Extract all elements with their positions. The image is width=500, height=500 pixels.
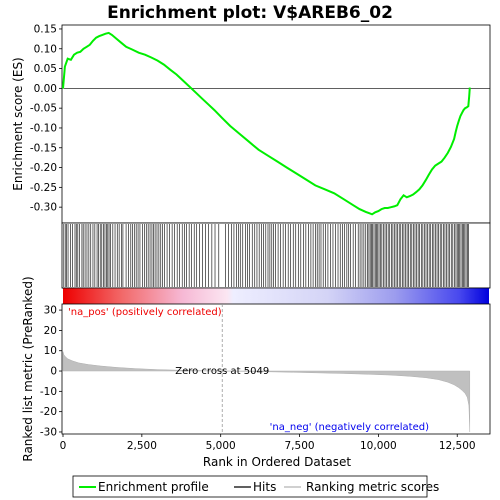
metric-y-ticks: 30 20 10 0 -10 -20 -30 bbox=[40, 305, 62, 438]
es-y-axis-label: Enrichment score (ES) bbox=[11, 57, 25, 190]
es-y-ticks: 0.15 0.10 0.05 0.00 -0.05 -0.10 -0.15 -0.20 -0.2… bbox=[30, 23, 62, 214]
hit-lines bbox=[63, 224, 469, 287]
chart-title: Enrichment plot: V$AREB6_02 bbox=[107, 3, 393, 23]
metric-y-tick-label: 20 bbox=[44, 325, 57, 337]
es-y-tick-label: -0.10 bbox=[30, 122, 57, 134]
metric-y-tick-label: -10 bbox=[40, 386, 57, 398]
es-y-tick-label: -0.05 bbox=[30, 103, 57, 115]
es-panel-frame bbox=[61, 24, 491, 224]
metric-y-tick-label: 10 bbox=[44, 345, 57, 357]
x-tick-label: 10,000 bbox=[360, 440, 397, 452]
es-y-tick-label: 0.05 bbox=[34, 63, 57, 75]
legend-enrichment-label: Enrichment profile bbox=[98, 480, 209, 494]
x-tick-label: 2,500 bbox=[127, 440, 157, 452]
metric-y-tick-label: -20 bbox=[40, 406, 57, 418]
hits-panel bbox=[61, 222, 491, 289]
metric-y-axis-label: Ranked list metric (PreRanked) bbox=[21, 276, 35, 461]
enrichment-profile-line bbox=[62, 31, 471, 216]
es-y-tick-label: 0.10 bbox=[34, 43, 57, 55]
es-y-tick-label: -0.15 bbox=[30, 142, 57, 154]
x-tick-label: 5,000 bbox=[206, 440, 236, 452]
x-tick-label: 0 bbox=[60, 440, 67, 452]
zero-cross-label: Zero cross at 5049 bbox=[175, 366, 269, 377]
es-y-tick-label: 0.15 bbox=[34, 23, 57, 35]
x-axis-label: Rank in Ordered Dataset bbox=[203, 455, 351, 469]
es-y-tick-label: 0.00 bbox=[34, 83, 57, 95]
x-axis-ticks: 0 2,500 5,000 7,500 10,000 12,500 bbox=[60, 434, 476, 452]
es-y-tick-label: -0.25 bbox=[30, 182, 57, 194]
metric-y-tick-label: 0 bbox=[50, 366, 57, 378]
metric-panel: 30 20 10 0 -10 -20 -30 'na_pos' (positively co… bbox=[21, 276, 491, 462]
positive-correlation-label: 'na_pos' (positively correlated) bbox=[68, 307, 222, 318]
es-y-tick-label: -0.20 bbox=[30, 162, 57, 174]
x-tick-label: 12,500 bbox=[439, 440, 476, 452]
ranking-metric-area bbox=[62, 351, 471, 433]
hits-panel-frame bbox=[61, 222, 491, 289]
rank-color-bar bbox=[63, 288, 489, 304]
legend: Enrichment profile Hits Ranking metric s… bbox=[72, 475, 439, 498]
negative-correlation-label: 'na_neg' (negatively correlated) bbox=[270, 422, 429, 433]
legend-metric-label: Ranking metric scores bbox=[306, 480, 439, 494]
es-y-tick-label: -0.30 bbox=[30, 202, 57, 214]
legend-hits-label: Hits bbox=[253, 480, 276, 494]
es-panel: 0.15 0.10 0.05 0.00 -0.05 -0.10 -0.15 -0.20 -0.2… bbox=[11, 23, 491, 224]
x-tick-label: 7,500 bbox=[285, 440, 315, 452]
metric-y-tick-label: 30 bbox=[44, 305, 57, 317]
metric-y-tick-label: -30 bbox=[40, 426, 57, 438]
